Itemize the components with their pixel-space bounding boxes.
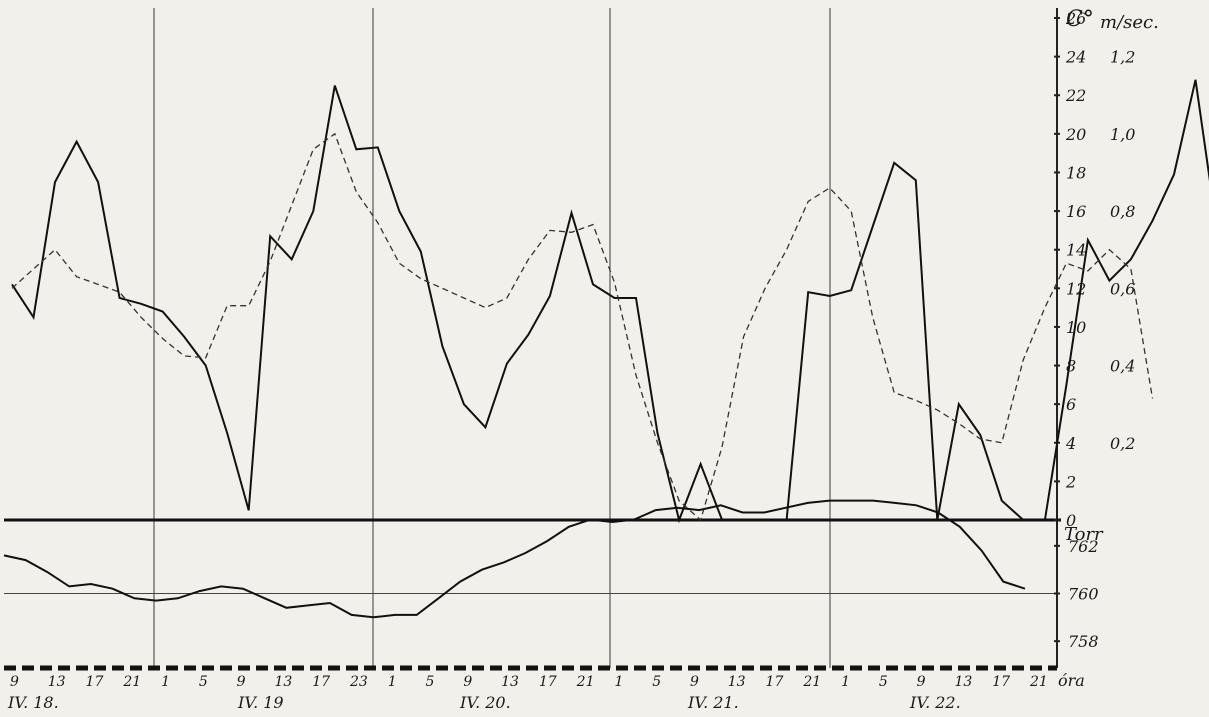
tick-label-wind: 0,2 [1110, 434, 1135, 453]
day-label: IV. 22. [909, 693, 961, 712]
hour-tick-label: 1 [841, 674, 850, 690]
day-label: IV. 19 [237, 693, 284, 712]
tick-label-temperature: 8 [1066, 357, 1076, 376]
tick-label-temperature: 12 [1066, 279, 1086, 298]
hour-tick-label: 21 [122, 674, 141, 690]
tick-label-wind: 0,6 [1110, 279, 1135, 298]
hour-tick-label: 17 [539, 674, 557, 690]
tick-label-wind: 1,0 [1110, 125, 1135, 144]
unit-temperature: C° [1066, 7, 1094, 32]
hour-tick-label: 21 [576, 674, 595, 690]
hour-tick-label: 17 [766, 674, 784, 690]
hour-tick-label: 17 [992, 674, 1010, 690]
tick-label-wind: 1,2 [1110, 48, 1135, 67]
hour-tick-label: 9 [10, 674, 19, 690]
hour-tick-label: 17 [86, 674, 104, 690]
series-wind-dashed-line [11, 132, 1154, 522]
series-temperature-line [11, 79, 1209, 524]
tick-label-temperature: 24 [1065, 48, 1086, 67]
hour-tick-label: 5 [879, 674, 888, 690]
series-pressure-line [3, 499, 1026, 619]
tick-label-temperature: 2 [1065, 472, 1076, 491]
hour-tick-label: 1 [614, 674, 623, 690]
hour-tick-label: 1 [388, 674, 397, 690]
tick-label-pressure: 760 [1068, 585, 1099, 604]
unit-wind: m/sec. [1100, 12, 1159, 33]
hour-tick-label: 23 [349, 674, 368, 690]
tick-label-temperature: 20 [1065, 125, 1086, 144]
hour-tick-label: 5 [199, 674, 208, 690]
hour-tick-label: 1 [161, 674, 170, 690]
hour-tick-label: 5 [426, 674, 435, 690]
day-label: IV. 21. [687, 693, 739, 712]
tick-label-pressure: 758 [1068, 632, 1099, 651]
tick-label-temperature: 10 [1066, 318, 1086, 337]
hour-tick-label: 9 [917, 674, 926, 690]
hour-tick-label: 13 [954, 674, 972, 690]
hour-tick-label: 21 [1029, 674, 1048, 690]
hour-tick-label: 5 [652, 674, 661, 690]
hour-tick-label: 21 [802, 674, 821, 690]
day-label: IV. 18. [7, 693, 59, 712]
tick-label-wind: 0,8 [1110, 202, 1135, 221]
hour-tick-label: 9 [463, 674, 472, 690]
tick-label-temperature: 14 [1066, 241, 1086, 260]
hour-tick-label: 17 [312, 674, 330, 690]
tick-label-wind: 0,4 [1110, 357, 1135, 376]
day-label: IV. 20. [459, 693, 511, 712]
tick-label-pressure: 762 [1068, 537, 1099, 556]
hour-tick-label: 9 [237, 674, 246, 690]
unit-pressure: Torr [1064, 524, 1104, 545]
tick-label-temperature: 18 [1066, 163, 1086, 182]
tick-label-temperature: 4 [1065, 434, 1076, 453]
tick-label-temperature: 0 [1066, 511, 1076, 530]
hour-tick-label: 13 [48, 674, 66, 690]
tick-label-temperature: 26 [1065, 9, 1086, 28]
hour-tick-label: 13 [728, 674, 746, 690]
unit-hours: óra [1058, 671, 1085, 690]
hour-tick-label: 13 [501, 674, 519, 690]
hour-tick-label: 13 [274, 674, 292, 690]
tick-label-temperature: 22 [1065, 86, 1086, 105]
tick-label-temperature: 6 [1066, 395, 1076, 414]
hour-tick-label: 9 [690, 674, 699, 690]
tick-label-temperature: 16 [1066, 202, 1086, 221]
